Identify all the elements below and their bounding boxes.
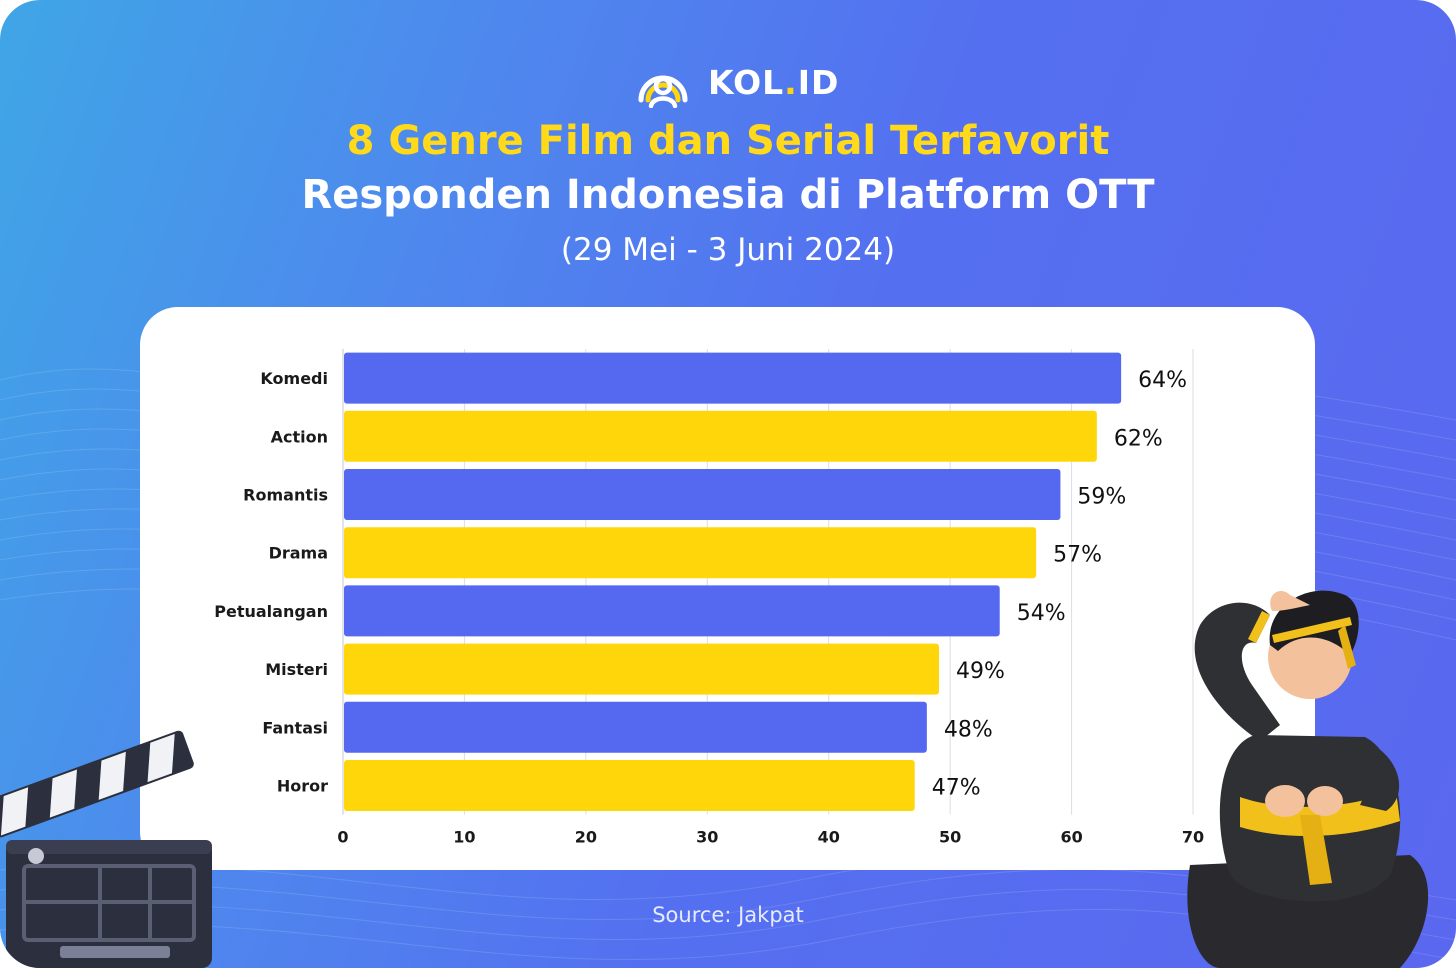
x-tick-label: 20: [575, 828, 597, 847]
source-note: Source: Jakpat: [652, 903, 804, 927]
bar-chart: Komedi 64% Action 62% Romantis 59% Drama 57% Pet…: [214, 349, 1204, 847]
value-label: 48%: [944, 717, 993, 742]
value-label: 54%: [1017, 601, 1066, 626]
value-label: 62%: [1114, 426, 1163, 451]
category-label: Petualangan: [214, 602, 328, 621]
bar[interactable]: [344, 410, 1097, 462]
brand-logo: KOL.ID: [636, 56, 839, 108]
category-label: Misteri: [265, 660, 328, 679]
bar[interactable]: [344, 469, 1061, 520]
brand-name: KOL.ID: [708, 62, 840, 102]
category-label: Romantis: [243, 486, 328, 505]
clapperboard-icon: [0, 730, 212, 968]
bar[interactable]: [344, 643, 939, 695]
value-label: 57%: [1053, 543, 1102, 568]
kol-logo-icon: [638, 75, 688, 108]
category-label: Komedi: [260, 369, 328, 388]
bar[interactable]: [344, 701, 927, 753]
category-label: Horor: [277, 777, 328, 796]
x-tick-label: 10: [453, 828, 475, 847]
x-tick-label: 60: [1060, 828, 1082, 847]
chart-title-line1: 8 Genre Film dan Serial Terfavorit: [346, 118, 1110, 164]
value-label: 59%: [1077, 485, 1126, 510]
value-label: 47%: [932, 776, 981, 801]
x-tick-label: 50: [939, 828, 961, 847]
date-range: (29 Mei - 3 Juni 2024): [560, 232, 896, 268]
chart-title-line2: Responden Indonesia di Platform OTT: [301, 172, 1155, 218]
bar[interactable]: [344, 352, 1122, 404]
x-tick-label: 70: [1182, 828, 1204, 847]
value-label: 49%: [956, 659, 1005, 684]
bar[interactable]: [344, 760, 915, 811]
martial-artist-illustration: [1187, 590, 1429, 968]
bar[interactable]: [344, 527, 1037, 579]
category-label: Fantasi: [262, 718, 328, 737]
x-tick-label: 0: [337, 828, 348, 847]
category-label: Drama: [269, 544, 328, 563]
x-tick-label: 40: [818, 828, 840, 847]
x-tick-label: 30: [696, 828, 718, 847]
bar[interactable]: [344, 585, 1000, 637]
chart-card: Komedi 64% Action 62% Romantis 59% Drama 57% Pet…: [140, 307, 1315, 870]
category-label: Action: [271, 427, 328, 446]
value-label: 64%: [1138, 368, 1187, 393]
